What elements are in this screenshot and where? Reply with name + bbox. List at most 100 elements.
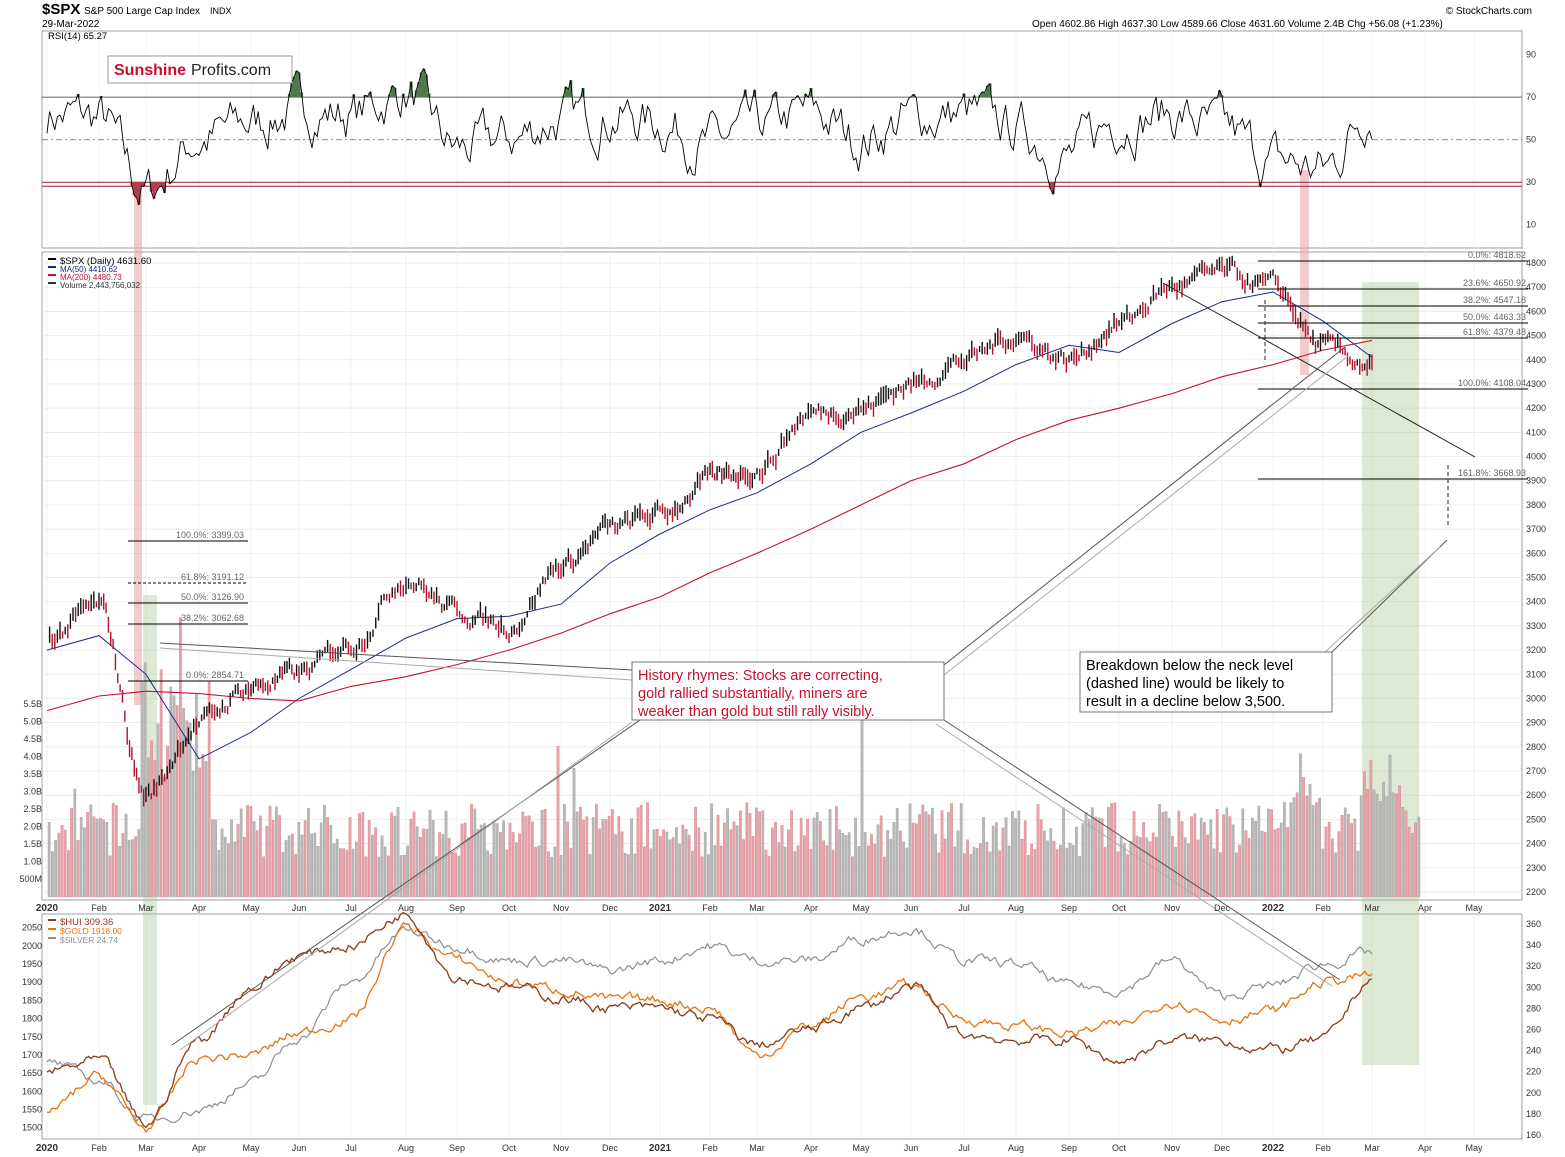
price-ytick: 3800 <box>1526 500 1546 510</box>
volume-bar <box>1292 797 1296 898</box>
volume-bar <box>979 843 982 898</box>
volume-bar <box>639 804 643 898</box>
price-ytick: 3500 <box>1526 573 1546 583</box>
volume-bar <box>1145 837 1149 898</box>
volume-bar <box>547 851 550 898</box>
volume-bar <box>495 823 499 898</box>
price-series <box>46 255 1373 807</box>
volume-bar <box>915 823 918 898</box>
volume-bar <box>1129 841 1133 898</box>
volume-bar <box>463 822 467 898</box>
volume-bar <box>319 822 323 898</box>
volume-bar <box>671 837 675 898</box>
volume-bar <box>175 705 179 898</box>
volume-bar <box>1228 816 1232 898</box>
volume-bar <box>627 854 630 898</box>
volume-bar <box>204 761 208 898</box>
volume-tick: 2.5B <box>23 804 42 814</box>
volume-bar <box>265 826 269 898</box>
volume-bar <box>947 812 950 898</box>
metals-right-tick: 240 <box>1526 1046 1541 1056</box>
volume-bar <box>579 806 582 898</box>
trend-lines <box>159 282 1476 1051</box>
volume-bar <box>67 850 70 898</box>
volume-bar <box>1391 792 1395 898</box>
volume-bar <box>1382 782 1385 898</box>
price-legend-swatch <box>48 282 56 284</box>
volume-bar <box>335 838 339 898</box>
volume-bar <box>1395 793 1398 898</box>
volume-bar <box>409 818 413 898</box>
volume-bar <box>351 848 355 898</box>
volume-bar <box>1260 830 1264 898</box>
volume-bar <box>1094 816 1097 898</box>
volume-bar <box>383 846 387 898</box>
volume-bar <box>1398 785 1401 898</box>
volume-bar <box>57 832 61 898</box>
volume-bar <box>70 807 73 898</box>
volume-bar <box>115 805 118 898</box>
rsi-ytick: 10 <box>1526 220 1536 230</box>
volume-bar <box>963 853 966 898</box>
volume-bar <box>1043 830 1046 898</box>
volume-bar <box>236 824 240 898</box>
volume-bar <box>124 813 128 898</box>
volume-bar <box>1299 753 1302 898</box>
volume-bar <box>515 842 518 898</box>
volume-bar <box>924 811 928 898</box>
x-tick-upper: Jun <box>904 903 919 913</box>
volume-bar <box>854 817 857 898</box>
volume-bar <box>518 833 521 898</box>
volume-tick: 5.5B <box>23 699 42 709</box>
volume-bar <box>460 823 464 898</box>
volume-bar <box>1263 832 1267 898</box>
x-tick-upper: May <box>1465 903 1483 913</box>
volume-bar <box>675 827 678 898</box>
breakdown-line-2: (dashed line) would be likely to <box>1086 676 1284 692</box>
volume-bar <box>1302 777 1305 898</box>
copyright: © StockCharts.com <box>1446 6 1532 17</box>
volume-bar <box>918 814 921 898</box>
volume-bar <box>1155 836 1158 898</box>
volume-bar <box>271 820 275 898</box>
volume-bar <box>1033 849 1037 898</box>
volume-bar <box>198 767 201 898</box>
volume-bar <box>630 818 633 898</box>
volume-bar <box>300 834 304 898</box>
volume-bar <box>1279 822 1283 898</box>
volume-bar <box>1257 805 1261 898</box>
volume-bar <box>1113 802 1117 898</box>
volume-bar <box>1270 809 1273 898</box>
metals-left-tick: 1550 <box>22 1105 42 1115</box>
volume-bar <box>454 852 457 898</box>
volume-bar <box>1062 807 1065 898</box>
x-tick-upper: Feb <box>702 903 718 913</box>
metals-left-tick: 1900 <box>22 977 42 987</box>
volume-bar <box>668 839 672 898</box>
volume-bar <box>886 830 889 898</box>
x-tick-upper: Feb <box>1315 903 1331 913</box>
ma200-line <box>46 339 1373 712</box>
volume-bar <box>441 834 445 898</box>
volume-bar <box>1161 812 1165 898</box>
volume-bar <box>540 809 544 898</box>
price-ytick: 2500 <box>1526 814 1546 824</box>
volume-bar <box>691 850 694 898</box>
x-tick-lower: 2020 <box>36 1143 59 1154</box>
volume-bar <box>1276 828 1280 898</box>
metals-left-tick: 1750 <box>22 1032 42 1042</box>
price-ytick: 2200 <box>1526 887 1546 897</box>
volume-bar <box>284 840 288 898</box>
metals-right-tick: 320 <box>1526 961 1541 971</box>
price-ytick: 2300 <box>1526 863 1546 873</box>
volume-bar <box>1311 805 1315 898</box>
volume-bar <box>51 851 54 898</box>
volume-bar <box>275 806 278 898</box>
fib-2022-label: 0.0%: 4818.62 <box>1468 250 1526 260</box>
volume-bar <box>764 849 768 898</box>
volume-bar <box>54 840 57 898</box>
rsi-legend: RSI(14) 65.27 <box>48 31 107 42</box>
volume-bar <box>239 808 243 898</box>
volume-bar <box>569 848 573 898</box>
volume-bar <box>659 836 662 898</box>
